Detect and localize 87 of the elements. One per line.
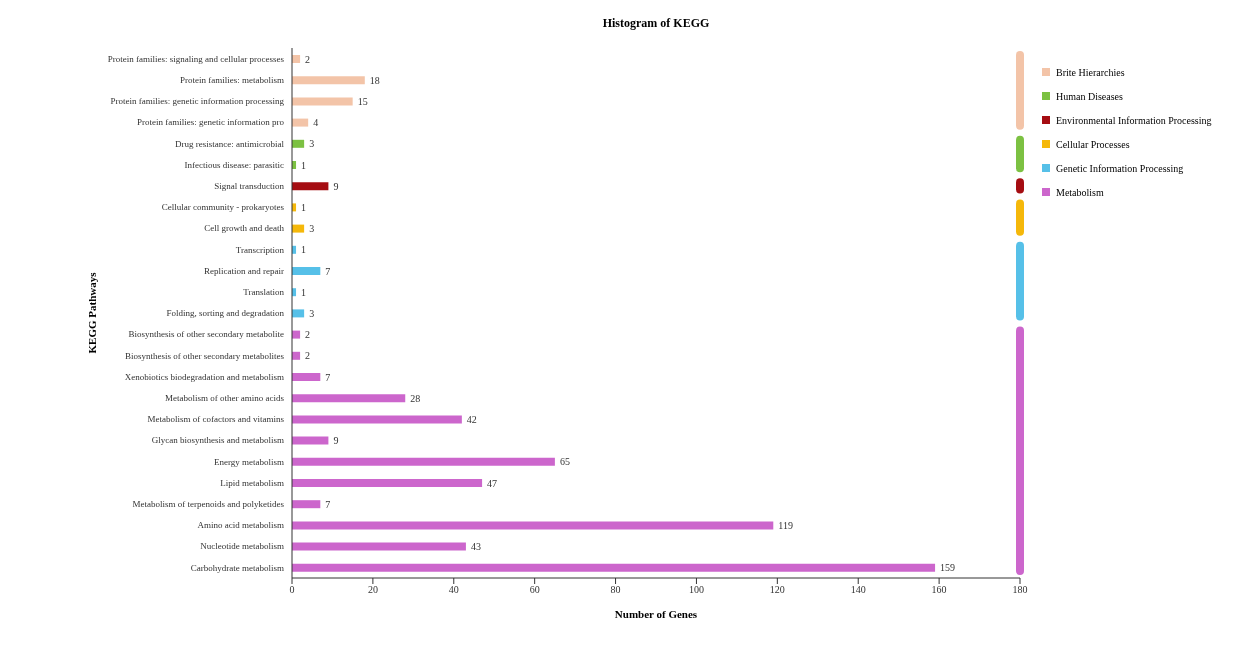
data-label: 7: [325, 371, 331, 383]
data-label: 28: [410, 392, 421, 404]
legend-label: Human Diseases: [1056, 90, 1123, 102]
y-tick-label: Signal transduction: [214, 181, 285, 191]
bar: [292, 563, 936, 572]
y-tick-label: Drug resistance: antimicrobial: [175, 138, 285, 149]
data-label: 9: [333, 435, 339, 447]
y-tick-label: Transcription: [235, 244, 285, 255]
bar: [292, 97, 353, 106]
bar: [292, 76, 365, 85]
x-tick-label: 160: [931, 584, 947, 596]
data-label: 159: [940, 562, 956, 574]
y-tick-label: Infectious disease: parasitic: [184, 159, 284, 170]
y-tick-label: Metabolism of other amino acids: [165, 392, 285, 403]
data-label: 4: [313, 117, 319, 129]
bar: [292, 139, 305, 148]
data-label: 1: [301, 286, 307, 298]
y-tick-label: Protein families: genetic information pro: [137, 117, 285, 128]
data-label: 65: [559, 456, 570, 468]
data-label: 42: [466, 413, 477, 425]
data-label: 2: [305, 350, 311, 362]
data-label: 119: [778, 519, 793, 531]
legend-label: Environmental Information Processing: [1056, 114, 1212, 126]
y-tick-label: Translation: [243, 286, 285, 297]
bar: [292, 457, 555, 466]
bar: [292, 394, 406, 403]
y-tick-label: Cell growth and death: [204, 223, 285, 234]
bar: [292, 267, 321, 275]
bar: [292, 182, 329, 191]
y-tick-label: Biosynthesis of other secondary metabolite: [128, 329, 284, 340]
y-tick-label: Amino acid metabolism: [197, 520, 284, 531]
data-label: 7: [325, 265, 331, 277]
data-label: 9: [333, 180, 339, 192]
x-axis-title: Number of Genes: [614, 608, 698, 620]
y-tick-label: Nucleotide metabolism: [200, 541, 284, 552]
legend-label: Genetic Information Processing: [1056, 162, 1184, 174]
bar: [292, 415, 462, 424]
y-tick-label: Energy metabolism: [213, 456, 284, 467]
data-label: 47: [487, 477, 498, 489]
y-tick-label: Protein families: signaling and cellular processes: [107, 53, 285, 64]
bar: [292, 373, 321, 381]
bar: [292, 521, 774, 530]
chart-title: Histogram of KEGG: [601, 16, 711, 31]
y-tick-label: Glycan biosynthesis and metabolism: [151, 435, 284, 446]
legend-label: Brite Hierarchies: [1056, 66, 1125, 78]
y-tick-label: Xenobiotics biodegradation and metabolism: [124, 371, 284, 382]
bar: [292, 542, 466, 551]
y-axis-title: KEGG Pathways: [85, 271, 98, 354]
x-tick-label: 40: [448, 584, 459, 596]
bar: [292, 479, 483, 487]
bar: [292, 500, 321, 509]
legend-label: Metabolism: [1056, 186, 1104, 198]
y-tick-label: Cellular community - prokaryotes: [161, 202, 285, 213]
data-label: 3: [309, 223, 315, 235]
x-tick-label: 60: [529, 584, 540, 596]
x-tick-label: 20: [367, 584, 378, 596]
data-label: 1: [301, 244, 307, 256]
data-label: 43: [470, 541, 481, 553]
data-label: 2: [305, 53, 311, 65]
data-label: 3: [309, 138, 315, 150]
x-tick-label: 100: [688, 584, 704, 596]
x-tick-label: 80: [610, 584, 621, 596]
y-tick-label: Folding, sorting and degradation: [166, 308, 285, 319]
y-tick-label: Metabolism of terpenoids and polyketides: [132, 498, 285, 509]
legend-label: Cellular Processes: [1056, 138, 1130, 150]
y-tick-label: Protein families: metabolism: [180, 75, 284, 85]
y-tick-label: Biosynthesis of other secondary metabolites: [125, 350, 285, 361]
data-label: 18: [369, 74, 380, 86]
y-tick-label: Lipid metabolism: [220, 477, 284, 488]
y-tick-label: Metabolism of cofactors and vitamins: [147, 414, 285, 425]
x-tick-label: 140: [850, 584, 866, 596]
x-tick-label: 120: [769, 584, 785, 596]
data-label: 15: [357, 95, 368, 107]
data-label: 1: [301, 201, 307, 213]
x-tick-label: 0: [289, 584, 295, 596]
y-tick-label: Replication and repair: [204, 265, 284, 276]
data-label: 1: [301, 159, 307, 171]
y-tick-label: Carbohydrate metabolism: [190, 562, 284, 573]
data-label: 2: [305, 329, 311, 341]
bar: [292, 309, 305, 318]
data-label: 7: [325, 498, 331, 510]
y-tick-label: Protein families: genetic information processing: [110, 96, 285, 107]
bar: [292, 436, 329, 445]
bar: [292, 224, 305, 233]
bar: [292, 118, 309, 127]
x-tick-label: 180: [1012, 584, 1028, 596]
data-label: 3: [309, 307, 315, 319]
